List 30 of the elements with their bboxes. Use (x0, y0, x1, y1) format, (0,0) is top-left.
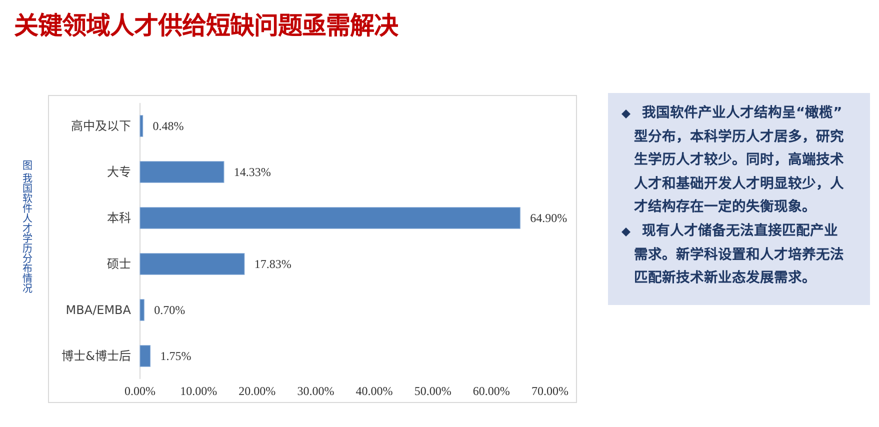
text: 现有人才储备无法直接匹配产业需求。新学科设置和人才培养无法匹配新技术新业态发展需求。 (634, 222, 844, 286)
bar (140, 207, 520, 229)
x-tick-label: 10.00% (180, 384, 218, 398)
bar (140, 299, 144, 321)
bar (140, 115, 144, 137)
x-tick-label: 20.00% (238, 384, 276, 398)
y-tick-label: 大专 (107, 164, 131, 179)
data-label: 64.90% (530, 211, 568, 225)
x-tick-label: 50.00% (414, 384, 452, 398)
data-label: 14.33% (234, 165, 271, 179)
y-tick-label: 硕士 (107, 257, 131, 271)
x-tick-label: 60.00% (472, 384, 510, 398)
data-label: 1.75% (160, 349, 192, 363)
y-tick-label: MBA/EMBA (66, 303, 132, 317)
data-label: 0.70% (154, 303, 186, 317)
bar (140, 161, 224, 183)
data-label: 17.83% (254, 257, 292, 271)
text: 图 我国软件人才学历分布情况 (19, 160, 31, 294)
chart-title: 关键领域人才供给短缺问题亟需解决 (14, 11, 399, 40)
x-tick-label: 30.00% (297, 384, 334, 398)
text: 我国软件产业人才结构呈“橄榄”型分布，本科学历人才居多，研究生学历人才较少。同时，高端技术人才和基础开发人才明显较少，人才结构存在一定的失衡现象。 (634, 105, 844, 216)
x-tick-label: 40.00% (356, 384, 393, 398)
x-tick-label: 0.00% (124, 384, 156, 398)
x-tick-label: 70.00% (532, 384, 568, 398)
bar (140, 253, 245, 275)
y-tick-label: 本科 (107, 211, 131, 225)
y-tick-label: 博士&博士后 (62, 348, 131, 363)
data-label: 0.48% (152, 119, 184, 133)
bar (140, 345, 151, 367)
y-tick-label: 高中及以下 (71, 118, 131, 133)
